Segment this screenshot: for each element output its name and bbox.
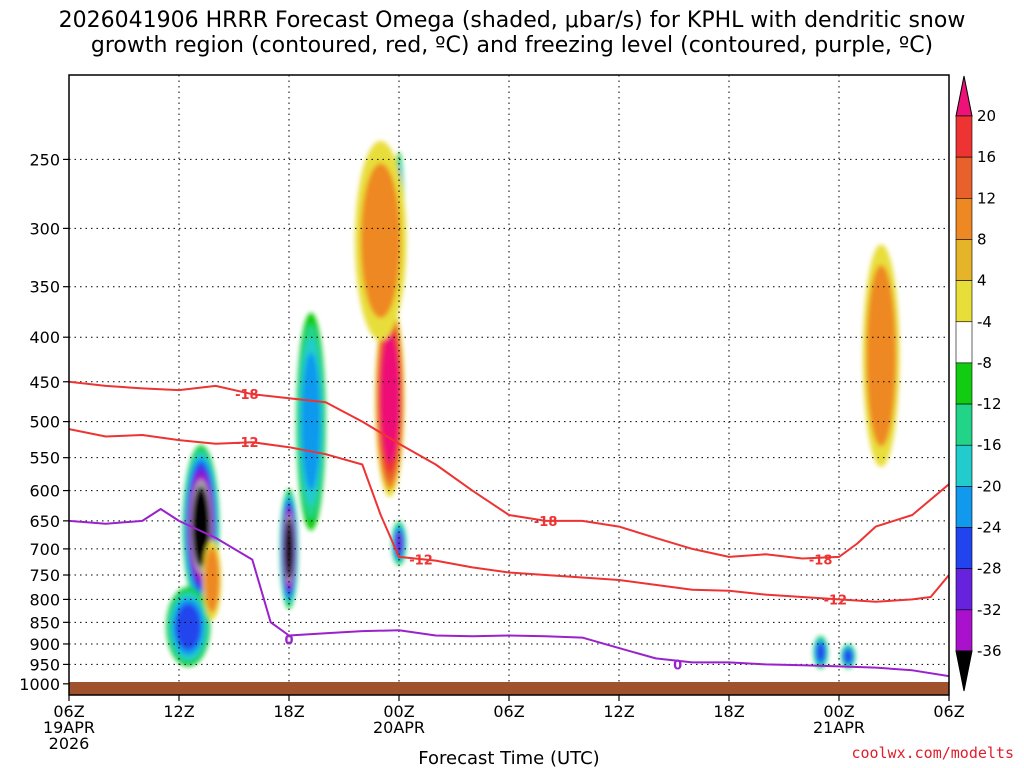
- y-tick-label: 400: [29, 328, 60, 347]
- contour-label: -18: [809, 554, 833, 569]
- colorbar-label: 20: [977, 107, 996, 125]
- colorbar-bin: [955, 362, 973, 405]
- contour-0: [69, 380, 949, 560]
- y-tick-label: 600: [29, 482, 60, 501]
- x-tick-label: 2026: [49, 734, 90, 753]
- colorbar-bin: [955, 156, 973, 199]
- colorbar-bin: [955, 527, 973, 569]
- x-tick-label: 00Z: [823, 702, 854, 721]
- omega-level: [381, 345, 398, 452]
- y-tick-label: 700: [29, 540, 60, 559]
- omega-cell-9: [813, 635, 829, 669]
- y-tick-label: 650: [29, 512, 60, 531]
- colorbar-label: 8: [977, 230, 987, 248]
- colorbar-label: -32: [977, 601, 1002, 619]
- x-tick-label: 19APR: [43, 718, 95, 737]
- y-tick-label: 550: [29, 449, 60, 468]
- contour-label: -18: [235, 388, 259, 403]
- colorbar-bin: [955, 321, 973, 364]
- colorbar-label: 16: [977, 148, 996, 166]
- colorbar-label: -36: [977, 642, 1002, 660]
- colorbar-bin: [955, 403, 973, 446]
- y-tick-label: 250: [29, 150, 60, 169]
- contour-2: [69, 508, 949, 678]
- x-tick-label: 06Z: [53, 702, 84, 721]
- colorbar-bin: [955, 444, 973, 487]
- x-tick-label: 00Z: [383, 702, 414, 721]
- contour-label: -18: [534, 515, 558, 530]
- omega-cell-2: [166, 587, 211, 667]
- y-tick-label: 950: [29, 655, 60, 674]
- contour-label: -12: [235, 436, 259, 451]
- y-tick-label: 500: [29, 413, 60, 432]
- colorbar-label: -16: [977, 436, 1002, 454]
- colorbar-label: 12: [977, 189, 996, 207]
- contour-1: [69, 428, 949, 603]
- omega-cell-11: [862, 244, 900, 467]
- colorbar-bin: [955, 280, 973, 323]
- omega-level: [204, 547, 220, 613]
- colorbar-label: -28: [977, 560, 1002, 578]
- omega-shading: [166, 140, 900, 669]
- x-tick-label: 18Z: [713, 702, 744, 721]
- y-tick-label: 1000: [19, 675, 60, 694]
- y-tick-label: 350: [29, 278, 60, 297]
- colorbar-bin: [955, 568, 973, 611]
- colorbar-top-arrow: [955, 75, 973, 117]
- contour-label: 0: [673, 658, 682, 673]
- colorbar-bin: [955, 198, 973, 240]
- omega-level: [816, 642, 825, 662]
- colorbar-label: 4: [977, 272, 987, 290]
- x-tick-label: 20APR: [373, 718, 425, 737]
- omega-level: [175, 603, 201, 650]
- colorbar-label: -8: [977, 354, 992, 372]
- omega-level: [866, 264, 897, 447]
- colorbar-label: -12: [977, 395, 1002, 413]
- omega-level: [360, 163, 401, 319]
- colorbar-bin: [955, 486, 973, 528]
- omega-cell-8: [355, 140, 407, 341]
- y-tick-label: 900: [29, 635, 60, 654]
- y-tick-label: 450: [29, 373, 60, 392]
- x-tick-label: 21APR: [813, 718, 865, 737]
- x-tick-label: 12Z: [163, 702, 194, 721]
- colorbar-bottom-arrow: [955, 650, 973, 692]
- x-tick-label: 06Z: [493, 702, 524, 721]
- x-tick-label: 12Z: [603, 702, 634, 721]
- colorbar-bin: [955, 239, 973, 281]
- x-tick-label: 18Z: [273, 702, 304, 721]
- y-tick-label: 850: [29, 613, 60, 632]
- terrain-ground: [69, 682, 949, 695]
- y-axis: 250 300 350 400 450 500 550 600 650 700 750 800 850 9…: [19, 150, 69, 694]
- contour-label: -12: [409, 554, 433, 569]
- omega-cell-7: [202, 540, 222, 620]
- colorbar: 20 16 12 8 4 -4 -8 -12 -16 -20 -24 -28 -32 -36: [955, 75, 1002, 692]
- x-tick-label: 06Z: [933, 702, 964, 721]
- y-tick-label: 800: [29, 590, 60, 609]
- colorbar-label: -20: [977, 477, 1002, 495]
- contour-label: -12: [824, 593, 848, 608]
- x-axis-label: Forecast Time (UTC): [418, 748, 599, 768]
- isotherm-contours: -18 -18 -18 -12 -12 -12 0 0: [69, 380, 949, 678]
- colorbar-label: -4: [977, 313, 992, 331]
- y-tick-label: 300: [29, 219, 60, 238]
- colorbar-bin: [955, 115, 973, 158]
- chart-title-line-2: growth region (contoured, red, ºC) and f…: [91, 33, 933, 58]
- omega-cell-10: [840, 644, 856, 669]
- credit-link[interactable]: coolwx.com/modelts: [851, 744, 1014, 762]
- grid-lines: [69, 75, 949, 695]
- contour-label: 0: [284, 634, 293, 649]
- colorbar-bin: [955, 609, 973, 652]
- omega-level: [194, 495, 208, 558]
- omega-level: [843, 649, 853, 664]
- chart-title-line-1: 2026041906 HRRR Forecast Omega (shaded, …: [59, 8, 966, 33]
- colorbar-label: -24: [977, 519, 1002, 537]
- y-tick-label: 750: [29, 566, 60, 585]
